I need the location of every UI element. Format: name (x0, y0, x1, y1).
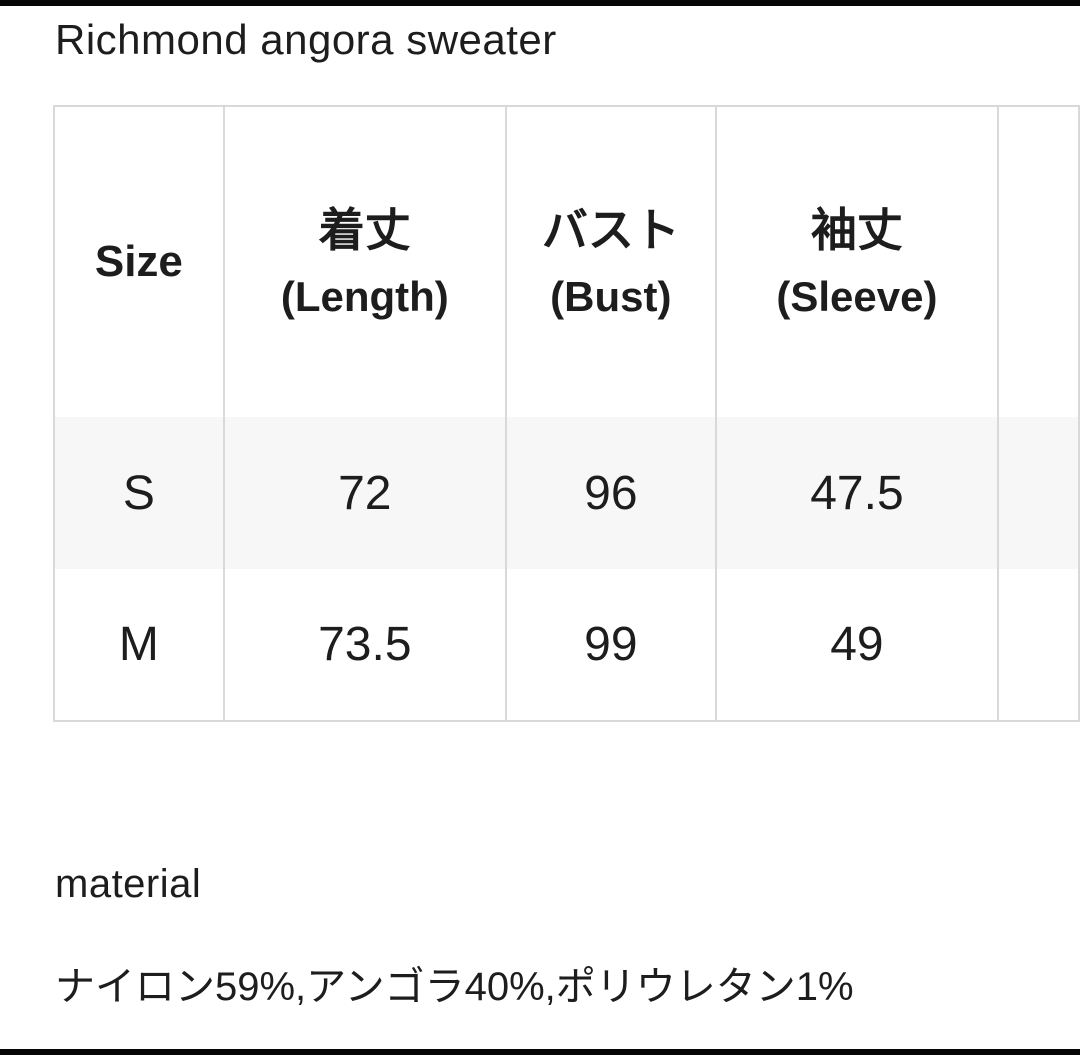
letterbox-bar-bottom (0, 1049, 1080, 1055)
letterbox-bar-top (0, 0, 1080, 6)
cell-m-bust: 99 (504, 569, 717, 721)
header-size-label: Size (94, 237, 183, 286)
cell-s-length: 72 (222, 417, 507, 569)
header-length-label-en: (Length) (280, 273, 449, 320)
size-chart-header-row: Size 着丈 (Length) バスト (Bust) 袖丈 (Sleeve) (53, 106, 1080, 417)
material-composition: ナイロン59%,アンゴラ40%,ポリウレタン1% (55, 965, 854, 1009)
cell-m-size: M (53, 569, 225, 721)
header-sleeve-label-en: (Sleeve) (776, 273, 938, 320)
header-sleeve: 袖丈 (Sleeve) (714, 106, 1000, 417)
cell-m-extra (997, 569, 1080, 721)
cell-s-size: S (53, 417, 225, 569)
header-extra-clipped (997, 106, 1080, 417)
table-row-size-m: M 73.5 99 49 (53, 569, 1080, 721)
cell-s-sleeve: 47.5 (714, 417, 1000, 569)
header-length-label-jp: 着丈 (318, 204, 411, 256)
material-heading: material (55, 862, 202, 906)
header-bust-label-jp: バスト (541, 204, 680, 256)
header-bust: バスト (Bust) (504, 106, 717, 417)
cell-s-bust: 96 (504, 417, 717, 569)
header-length: 着丈 (Length) (222, 106, 507, 417)
size-chart-table: Size 着丈 (Length) バスト (Bust) 袖丈 (Sleeve) (53, 105, 1080, 722)
cell-s-extra (997, 417, 1080, 569)
table-row-size-s: S 72 96 47.5 (53, 417, 1080, 569)
cell-m-sleeve: 49 (714, 569, 1000, 721)
product-title: Richmond angora sweater (55, 16, 557, 63)
header-sleeve-label-jp: 袖丈 (810, 204, 903, 256)
header-bust-label-en: (Bust) (550, 273, 672, 320)
header-size: Size (53, 106, 225, 417)
cell-m-length: 73.5 (222, 569, 507, 721)
